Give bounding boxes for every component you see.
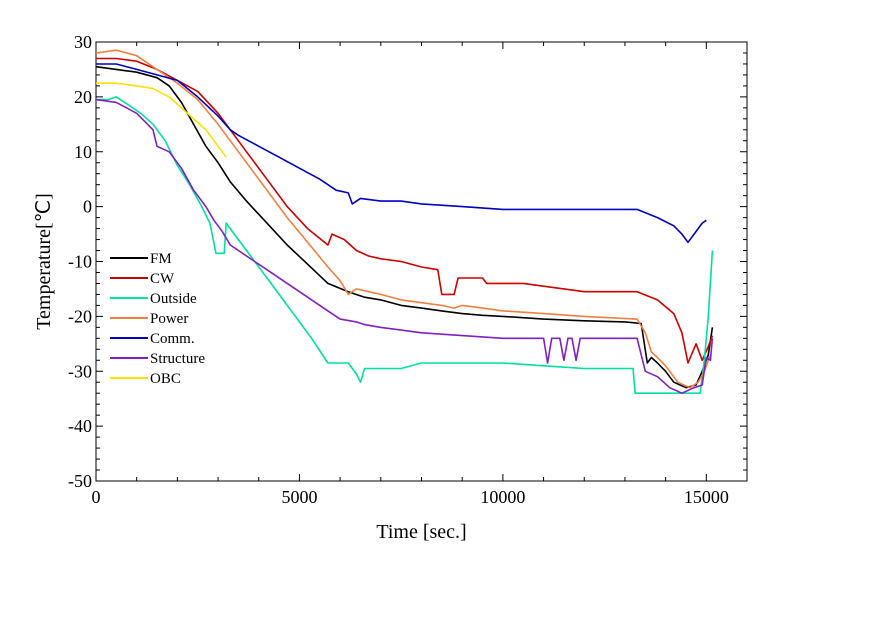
tick-labels: 0 5000 10000 15000 -50 -40 -30 -20 -10 0 10 20 30 [68, 32, 729, 507]
series-lines [95, 49, 714, 394]
x-tick-label: 0 [92, 487, 101, 507]
plot-area: 0 5000 10000 15000 -50 -40 -30 -20 -10 0 10 20 30 [68, 32, 748, 507]
y-tick-label: -10 [68, 252, 92, 272]
y-tick-label: -50 [68, 471, 92, 491]
legend-label-fm: FM [150, 251, 172, 267]
legend-label-obc: OBC [150, 371, 181, 387]
legend-label-comm: Comm. [150, 331, 195, 347]
y-tick-label: 10 [74, 142, 92, 162]
x-tick-label: 5000 [281, 487, 317, 507]
series-line-comm [96, 63, 707, 244]
x-tick-label: 10000 [480, 487, 525, 507]
series-line-obc [96, 82, 227, 158]
legend-label-outside: Outside [150, 291, 197, 307]
series-line-outside [96, 96, 714, 394]
legend-label-power: Power [150, 311, 188, 327]
y-axis-label: Temperature[℃] [33, 193, 55, 330]
legend-label-cw: CW [150, 271, 175, 287]
y-tick-label: 0 [83, 197, 92, 217]
y-tick-label: 20 [74, 87, 92, 107]
x-axis-label: Time [sec.] [376, 521, 466, 543]
y-tick-label: -30 [68, 361, 92, 381]
series-line-power [95, 49, 712, 389]
axis-ticks [95, 41, 748, 482]
series-line-structure [95, 98, 714, 394]
legend: FM CW Outside Power Comm. Structure OBC [110, 251, 205, 387]
y-tick-label: -20 [68, 306, 92, 326]
x-tick-label: 15000 [684, 487, 729, 507]
y-tick-label: 30 [74, 32, 92, 52]
y-tick-label: -40 [68, 416, 92, 436]
plot-frame [95, 41, 748, 482]
legend-label-structure: Structure [150, 351, 205, 367]
series-line-fm [95, 65, 714, 389]
series-line-cw [96, 57, 714, 364]
